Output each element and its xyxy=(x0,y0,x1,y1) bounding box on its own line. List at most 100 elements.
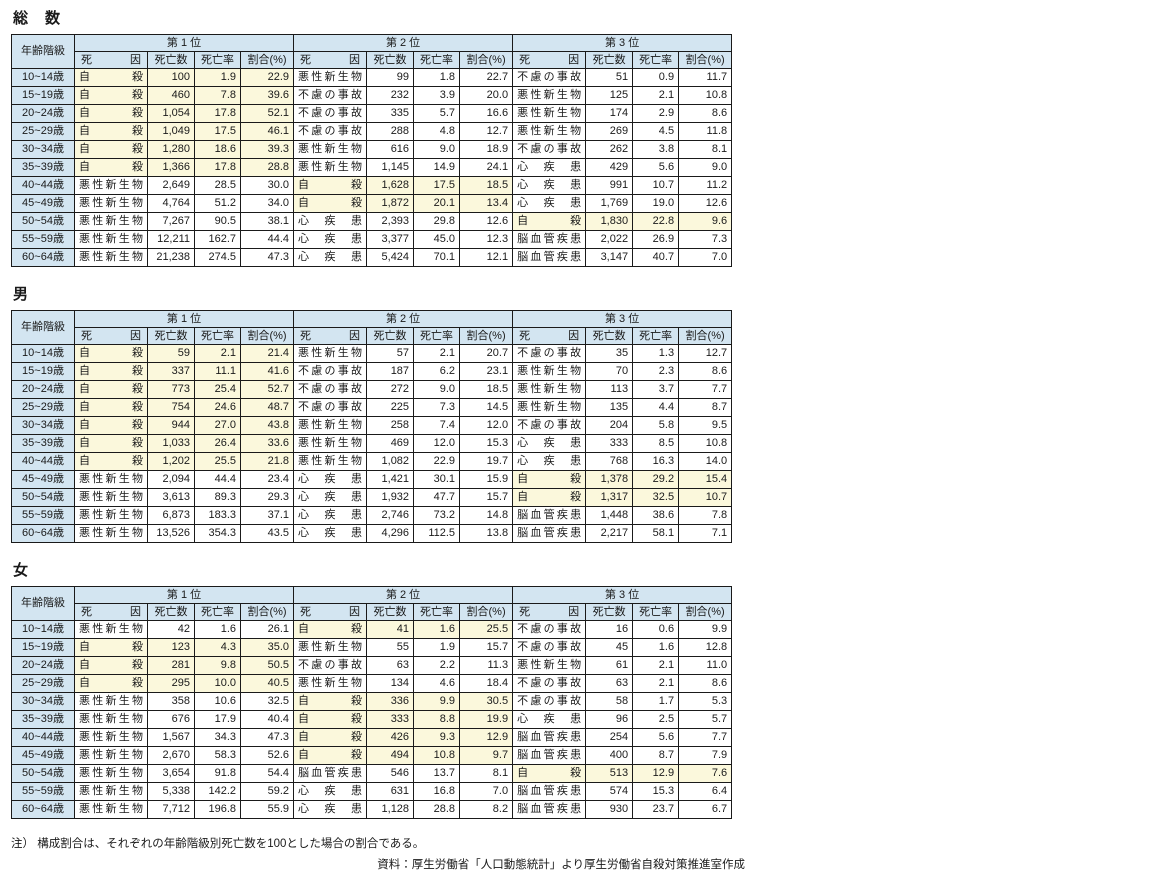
table-header-total: 年齢階級第 1 位第 2 位第 3 位死 因死亡数 死亡率 割合(%) 死 因死亡数死… xyxy=(11,34,733,69)
rate-cell: 73.2 xyxy=(413,506,461,525)
cause-cell: 自 殺 xyxy=(512,488,587,507)
cause-cell: 自 殺 xyxy=(74,380,148,399)
rate-cell: 51.2 xyxy=(194,194,241,213)
cause-column-header: 死 因 xyxy=(74,327,148,345)
deaths-cell: 96 xyxy=(585,710,634,729)
share-cell: 18.5 xyxy=(459,176,514,195)
table-section-female: 女年齢階級第 1 位第 2 位第 3 位死 因死亡数 死亡率 割合(%) 死 因死亡数… xyxy=(11,559,751,819)
cause-cell: 自 殺 xyxy=(293,176,368,195)
table-row: 35~39歳自 殺 1,366 17.8 28.8 悪性新生物 1,145 14.9 24.1… xyxy=(11,158,733,177)
share-cell: 18.4 xyxy=(459,674,514,693)
rate-cell: 17.8 xyxy=(194,104,241,123)
age-cell: 30~34歳 xyxy=(11,692,75,711)
deaths-cell: 1,202 xyxy=(147,452,195,471)
deaths-cell: 225 xyxy=(366,398,415,417)
rate-cell: 17.9 xyxy=(194,710,241,729)
cause-cell: 脳血管疾患 xyxy=(512,506,587,525)
cause-cell: 心 疾 患 xyxy=(512,434,587,453)
header-row-columns: 死 因死亡数 死亡率 割合(%) 死 因死亡数 死亡率 割合(%) 死 因死亡数 死亡率 割合(… xyxy=(12,603,733,621)
tables-root: 総 数年齢階級第 1 位第 2 位第 3 位死 因死亡数 死亡率 割合(%) 死 因死… xyxy=(11,7,751,819)
deaths-cell: 1,033 xyxy=(147,434,195,453)
deaths-column-header: 死亡数 xyxy=(147,327,195,345)
cause-cell: 心 疾 患 xyxy=(293,230,368,249)
deaths-cell: 1,567 xyxy=(147,728,195,747)
cause-cell: 自 殺 xyxy=(74,638,148,657)
cause-cell: 悪性新生物 xyxy=(293,68,368,87)
deaths-cell: 944 xyxy=(147,416,195,435)
cause-cell: 悪性新生物 xyxy=(512,86,587,105)
table-row: 20~24歳自 殺 281 9.8 50.5 不慮の事故 63 2.2 11.3 悪性新生物 61… xyxy=(11,656,733,675)
share-cell: 7.9 xyxy=(678,746,733,765)
deaths-cell: 113 xyxy=(585,380,634,399)
cause-cell: 悪性新生物 xyxy=(512,362,587,381)
share-cell: 8.6 xyxy=(678,362,733,381)
rate-cell: 1.7 xyxy=(632,692,680,711)
rate-cell: 2.2 xyxy=(413,656,461,675)
section-title-female: 女 xyxy=(13,562,30,579)
rate-cell: 19.0 xyxy=(632,194,680,213)
deaths-cell: 336 xyxy=(366,692,415,711)
rate-cell: 5.6 xyxy=(632,158,680,177)
cause-cell: 悪性新生物 xyxy=(74,194,148,213)
cause-cell: 不慮の事故 xyxy=(512,416,587,435)
cause-cell: 悪性新生物 xyxy=(74,620,148,639)
table-row: 25~29歳自 殺 754 24.6 48.7 不慮の事故 225 7.3 14.5 悪性新生物… xyxy=(11,398,733,417)
header-row-columns: 死 因死亡数 死亡率 割合(%) 死 因死亡数 死亡率 割合(%) 死 因死亡数 死亡率 割合(… xyxy=(12,51,733,69)
share-cell: 19.7 xyxy=(459,452,514,471)
cause-cell: 不慮の事故 xyxy=(293,656,368,675)
rate-cell: 17.8 xyxy=(194,158,241,177)
age-cell: 50~54歳 xyxy=(11,764,75,783)
share-cell: 15.7 xyxy=(459,488,514,507)
deaths-cell: 2,094 xyxy=(147,470,195,489)
deaths-cell: 57 xyxy=(366,344,415,363)
share-cell: 20.0 xyxy=(459,86,514,105)
rate-cell: 10.0 xyxy=(194,674,241,693)
rate-cell: 9.8 xyxy=(194,656,241,675)
share-column-header: 割合(%) xyxy=(678,603,733,621)
cause-cell: 自 殺 xyxy=(74,104,148,123)
rate-cell: 142.2 xyxy=(194,782,241,801)
share-cell: 59.2 xyxy=(239,782,295,801)
deaths-cell: 3,147 xyxy=(585,248,634,267)
cause-cell: 悪性新生物 xyxy=(293,674,368,693)
share-cell: 8.7 xyxy=(678,398,733,417)
cause-cell: 脳血管疾患 xyxy=(512,524,587,543)
rate-cell: 354.3 xyxy=(194,524,241,543)
table-row: 10~14歳自 殺 100 1.9 22.9 悪性新生物 99 1.8 22.7 不慮の事故 51… xyxy=(11,68,733,87)
share-column-header: 割合(%) xyxy=(239,51,295,69)
cause-cell: 悪性新生物 xyxy=(74,746,148,765)
deaths-cell: 1,448 xyxy=(585,506,634,525)
share-cell: 8.6 xyxy=(678,674,733,693)
rate-cell: 20.1 xyxy=(413,194,461,213)
cause-cell: 不慮の事故 xyxy=(293,380,368,399)
deaths-cell: 232 xyxy=(366,86,415,105)
deaths-cell: 262 xyxy=(585,140,634,159)
rate-cell: 22.8 xyxy=(632,212,680,231)
rate-cell: 183.3 xyxy=(194,506,241,525)
rate-cell: 8.5 xyxy=(632,434,680,453)
table-row: 20~24歳自 殺 773 25.4 52.7 不慮の事故 272 9.0 18.5 悪性新生物… xyxy=(11,380,733,399)
cause-cell: 悪性新生物 xyxy=(74,506,148,525)
rate-cell: 3.9 xyxy=(413,86,461,105)
age-cell: 20~24歳 xyxy=(11,656,75,675)
deaths-cell: 45 xyxy=(585,638,634,657)
share-cell: 11.7 xyxy=(678,68,733,87)
share-cell: 18.9 xyxy=(459,140,514,159)
cause-cell: 自 殺 xyxy=(74,344,148,363)
cause-cell: 心 疾 患 xyxy=(512,158,587,177)
age-cell: 25~29歳 xyxy=(11,674,75,693)
share-cell: 21.4 xyxy=(239,344,295,363)
table-row: 20~24歳自 殺 1,054 17.8 52.1 不慮の事故 335 5.7 16.6 悪性新… xyxy=(11,104,733,123)
cause-cell: 心 疾 患 xyxy=(512,194,587,213)
deaths-cell: 295 xyxy=(147,674,195,693)
share-cell: 14.0 xyxy=(678,452,733,471)
share-cell: 14.5 xyxy=(459,398,514,417)
rate-cell: 0.9 xyxy=(632,68,680,87)
cause-cell: 不慮の事故 xyxy=(512,638,587,657)
rate-cell: 12.9 xyxy=(632,764,680,783)
share-cell: 7.6 xyxy=(678,764,733,783)
cause-cell: 心 疾 患 xyxy=(293,248,368,267)
cause-cell: 悪性新生物 xyxy=(74,764,148,783)
cause-cell: 不慮の事故 xyxy=(293,104,368,123)
deaths-cell: 269 xyxy=(585,122,634,141)
